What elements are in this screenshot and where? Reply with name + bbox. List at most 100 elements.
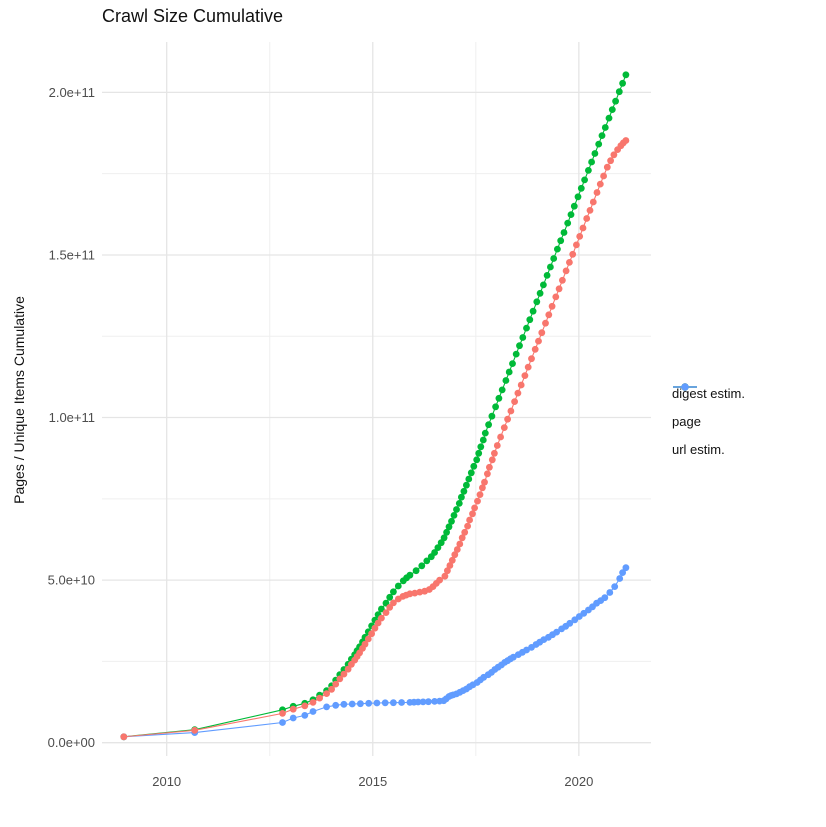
data-point <box>514 389 522 397</box>
data-point <box>474 497 481 505</box>
data-point <box>323 703 330 711</box>
data-point <box>332 701 340 709</box>
y-tick-label: 5.0e+10 <box>48 573 95 588</box>
data-point <box>481 429 489 437</box>
data-point <box>398 699 405 706</box>
data-point <box>591 150 599 157</box>
legend-key-url-point-icon <box>673 383 697 391</box>
data-point <box>309 699 317 706</box>
data-point <box>523 646 530 654</box>
data-point <box>443 528 450 536</box>
data-point <box>414 698 422 706</box>
x-tick-label: 2020 <box>564 774 593 789</box>
data-point <box>600 172 607 180</box>
data-point <box>406 571 414 579</box>
data-point <box>437 539 445 547</box>
data-point <box>390 699 397 707</box>
data-point <box>543 272 551 279</box>
data-point <box>622 71 630 79</box>
data-point <box>481 478 488 486</box>
data-point <box>540 281 547 289</box>
data-point <box>390 588 397 596</box>
data-point <box>504 415 511 423</box>
data-point <box>368 630 375 638</box>
data-point <box>560 229 568 236</box>
data-point <box>386 593 394 601</box>
data-point <box>492 403 499 411</box>
data-point <box>453 546 461 553</box>
data-point <box>554 245 561 253</box>
data-point <box>567 211 575 219</box>
data-point <box>545 311 553 319</box>
data-point <box>441 572 449 580</box>
data-point <box>552 293 560 301</box>
data-point <box>622 564 630 572</box>
data-point <box>467 469 475 477</box>
data-point <box>336 675 344 683</box>
data-point <box>517 381 525 389</box>
data-point <box>486 463 493 471</box>
data-point <box>361 640 369 648</box>
data-point <box>451 551 459 559</box>
data-point <box>488 412 496 420</box>
data-point <box>289 714 297 722</box>
data-point <box>365 699 373 707</box>
data-point <box>328 685 335 693</box>
data-point <box>593 189 601 196</box>
data-point <box>446 562 454 569</box>
x-tick-label: 2010 <box>152 774 181 789</box>
data-point <box>548 302 556 310</box>
data-point <box>516 342 523 350</box>
data-point <box>611 583 619 590</box>
y-tick-label: 2.0e+11 <box>49 85 95 100</box>
data-point <box>479 484 486 492</box>
data-point <box>550 255 558 262</box>
data-point <box>477 443 485 451</box>
data-point <box>615 88 623 96</box>
data-point <box>434 544 442 551</box>
series-page <box>120 71 630 741</box>
data-point <box>309 708 317 715</box>
data-point <box>586 207 594 214</box>
data-point <box>445 523 453 531</box>
data-point <box>458 534 466 542</box>
data-point <box>535 337 542 345</box>
data-point <box>570 202 578 210</box>
gridlines <box>102 42 651 756</box>
data-point <box>505 368 513 376</box>
data-point <box>616 575 624 582</box>
x-tick-label: 2015 <box>358 774 387 789</box>
data-point <box>440 534 448 542</box>
data-point <box>466 516 473 524</box>
data-point <box>473 456 481 464</box>
data-point <box>488 456 496 464</box>
data-point <box>538 329 546 337</box>
data-point <box>511 398 518 405</box>
data-point <box>191 726 199 734</box>
data-point <box>431 698 438 705</box>
data-point <box>610 151 618 159</box>
data-point <box>500 424 508 431</box>
data-point <box>378 605 385 613</box>
data-point <box>344 665 352 673</box>
data-point <box>460 487 468 495</box>
data-point <box>502 377 510 384</box>
data-point <box>340 670 348 678</box>
data-point <box>289 705 297 713</box>
data-point <box>476 491 484 498</box>
legend-label: page <box>672 413 701 429</box>
data-point <box>382 609 390 616</box>
data-point <box>381 699 389 707</box>
data-point <box>606 589 614 596</box>
data-point <box>453 506 460 513</box>
data-point <box>622 137 630 144</box>
data-point <box>357 700 364 708</box>
data-point <box>555 285 563 293</box>
data-point <box>470 462 478 470</box>
data-point <box>423 557 431 565</box>
data-point <box>601 594 609 602</box>
data-point <box>461 528 469 536</box>
data-point <box>469 510 476 518</box>
